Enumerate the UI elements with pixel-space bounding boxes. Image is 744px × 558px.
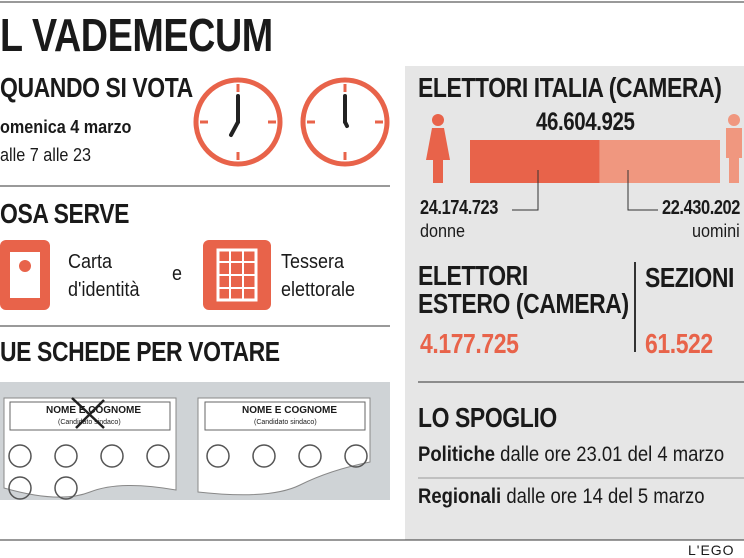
ballot-card: [3, 397, 177, 498]
id-icon-head: [19, 260, 31, 272]
ballot-circles: [8, 444, 368, 500]
women-label: donne: [420, 221, 466, 241]
label: d'identità: [68, 279, 140, 301]
row-text: dalle ore 23.01 del 4 marzo: [500, 443, 725, 466]
bar-group: [470, 140, 720, 183]
clock-hands: [229, 94, 349, 137]
sezioni-value: 61.522: [645, 328, 713, 359]
woman-icon: [426, 114, 450, 183]
section-title: OSA SERVE: [0, 198, 130, 229]
estero-value: 4.177.725: [420, 328, 519, 359]
ballot-name: NOME E COGNOME: [242, 405, 338, 416]
row-label: Politiche: [418, 443, 496, 466]
date: omenica 4 marzo: [0, 117, 132, 137]
section-title: ELETTORI ITALIA (CAMERA): [418, 72, 722, 103]
ballot-sub: (Candidato sindaco): [254, 419, 317, 426]
row-label: Regionali: [418, 485, 502, 508]
label: e: [172, 263, 183, 285]
spoglio-row: Politiche dalle ore 23.01 del 4 marzo: [418, 444, 724, 465]
tessera-lines: [218, 250, 256, 300]
section-title: UE SCHEDE PER VOTARE: [0, 336, 280, 367]
ballot-sub: (Candidato sindaco): [58, 419, 121, 426]
title: L VADEMECUM: [0, 9, 273, 61]
label: Tessera: [281, 251, 345, 273]
ballot-name: NOME E COGNOME: [46, 405, 142, 416]
label: Carta: [68, 251, 113, 273]
man-icon: [726, 114, 742, 183]
leader: [627, 170, 658, 211]
clocks: [193, 77, 390, 167]
section-title: SEZIONI: [645, 262, 734, 293]
clock-ticks: [200, 84, 383, 160]
row-text: dalle ore 14 del 5 marzo: [506, 485, 705, 508]
men-label: uomini: [692, 221, 740, 241]
section-title: LO SPOGLIO: [418, 402, 557, 433]
section-title: QUANDO SI VOTA: [0, 72, 193, 103]
ballot-name-box: [204, 401, 366, 431]
label: elettorale: [281, 279, 356, 301]
total: 46.604.925: [536, 108, 635, 136]
leader: [512, 170, 539, 211]
id-icon-card: [10, 252, 40, 298]
ballot-name-box: [9, 401, 171, 431]
ballot-card: [197, 397, 371, 496]
bar-segment: [599, 140, 720, 183]
section-title: ELETTORI: [418, 260, 528, 291]
spoglio-row: Regionali dalle ore 14 del 5 marzo: [418, 486, 705, 507]
men-value: 22.430.202: [662, 197, 740, 219]
ballot-cross: [71, 397, 105, 429]
hours: alle 7 alle 23: [0, 145, 91, 165]
bar-segment: [470, 140, 600, 183]
women-value: 24.174.723: [420, 197, 498, 219]
section-title: ESTERO (CAMERA): [418, 288, 629, 319]
brand: L'EGO: [688, 542, 735, 558]
